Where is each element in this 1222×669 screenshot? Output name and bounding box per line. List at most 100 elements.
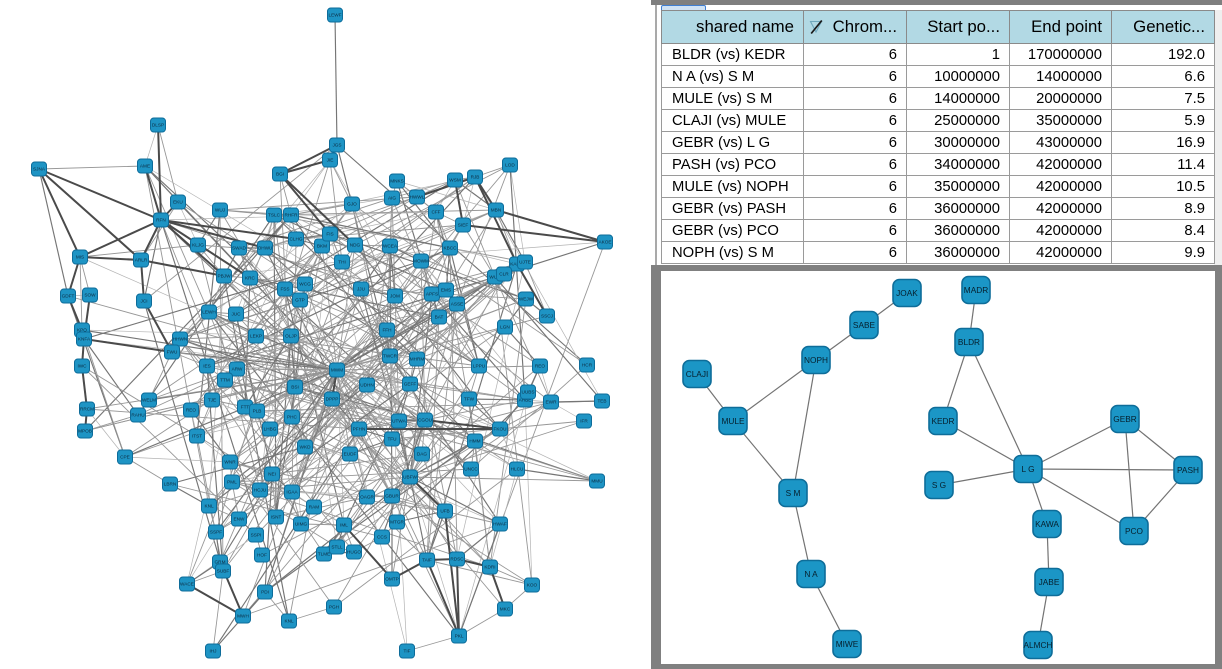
svg-text:JCI: JCI <box>140 299 147 304</box>
svg-text:UDHN: UDHN <box>360 383 374 388</box>
svg-text:STLL: STLL <box>331 545 343 550</box>
svg-text:RJB: RJB <box>471 175 480 180</box>
svg-text:CLHG: CLHG <box>289 237 302 242</box>
svg-text:RAM: RAM <box>309 505 320 510</box>
svg-text:FWU: FWU <box>167 350 178 355</box>
svg-text:PKL: PKL <box>455 634 464 639</box>
svg-text:DLSP: DLSP <box>152 123 164 128</box>
svg-text:LOD: LOD <box>505 163 515 168</box>
svg-text:MWM: MWM <box>331 368 343 373</box>
svg-text:MBN: MBN <box>491 208 501 213</box>
svg-text:PML: PML <box>227 480 237 485</box>
svg-text:OAGR: OAGR <box>360 495 374 500</box>
svg-text:HWAF: HWAF <box>493 522 507 527</box>
svg-text:PBJW: PBJW <box>217 274 231 279</box>
svg-text:KEDR: KEDR <box>931 416 954 426</box>
svg-text:LHBG: LHBG <box>264 427 277 432</box>
svg-text:IML: IML <box>340 523 348 528</box>
svg-text:AKOE: AKOE <box>598 240 611 245</box>
svg-text:HMM: HMM <box>469 439 480 444</box>
svg-text:LEKP: LEKP <box>250 334 262 339</box>
svg-text:DAG: DAG <box>417 452 428 457</box>
svg-text:SSPF: SSPF <box>210 530 222 535</box>
svg-text:MOWM: MOWM <box>413 259 429 264</box>
svg-text:LEWF: LEWF <box>328 13 341 18</box>
svg-text:MKC: MKC <box>500 607 511 612</box>
svg-text:FKOU: FKOU <box>493 427 507 432</box>
svg-text:SSPI: SSPI <box>251 533 262 538</box>
svg-text:GJO: GJO <box>347 202 357 207</box>
svg-text:KOO: KOO <box>527 583 538 588</box>
svg-text:HCR: HCR <box>582 363 593 368</box>
svg-text:S M: S M <box>786 488 801 498</box>
svg-text:CPE: CPE <box>120 455 130 460</box>
svg-text:RRCM: RRCM <box>80 407 94 412</box>
svg-text:WEJW: WEJW <box>519 297 534 302</box>
svg-text:HHWN: HHWN <box>173 337 188 342</box>
svg-text:PLB: PLB <box>253 409 262 414</box>
svg-text:NEI: NEI <box>268 472 276 477</box>
svg-text:IWC: IWC <box>77 364 87 369</box>
svg-text:GRM: GRM <box>215 560 226 565</box>
svg-text:AIG: AIG <box>388 196 396 201</box>
svg-text:SABE: SABE <box>853 320 876 330</box>
svg-text:LBRN: LBRN <box>164 482 177 487</box>
svg-text:KNFA: KNFA <box>78 337 91 342</box>
svg-text:L G: L G <box>1021 464 1034 474</box>
svg-text:PFHN: PFHN <box>353 427 366 432</box>
svg-text:UBFW: UBFW <box>403 475 417 480</box>
svg-text:BAT: BAT <box>435 315 444 320</box>
svg-text:UNCC: UNCC <box>464 467 478 472</box>
svg-text:TFW: TFW <box>464 397 475 402</box>
svg-text:AME: AME <box>140 164 150 169</box>
svg-text:IGAA: IGAA <box>286 490 298 495</box>
svg-text:KBCC: KBCC <box>443 246 457 251</box>
svg-text:OLJP: OLJP <box>285 334 297 339</box>
svg-text:LPPU: LPPU <box>473 364 486 369</box>
svg-text:APFS: APFS <box>426 292 438 297</box>
svg-text:GDFT: GDFT <box>62 294 75 299</box>
svg-text:IHJ: IHJ <box>209 649 216 654</box>
svg-text:JABE: JABE <box>1039 577 1060 587</box>
svg-text:TEB: TEB <box>597 399 606 404</box>
svg-text:TJE: TJE <box>208 398 216 403</box>
svg-text:MPOB: MPOB <box>78 429 92 434</box>
svg-text:WELM: WELM <box>142 398 156 403</box>
svg-text:UUBS: UUBS <box>521 390 534 395</box>
svg-text:HUGO: HUGO <box>347 550 361 555</box>
svg-text:CLAJI: CLAJI <box>686 369 709 379</box>
svg-text:MMU: MMU <box>591 479 603 484</box>
svg-text:THI: THI <box>338 260 346 265</box>
svg-text:EWR: EWR <box>546 400 558 405</box>
svg-text:TWCR: TWCR <box>383 354 398 359</box>
svg-text:JOAK: JOAK <box>896 288 918 298</box>
svg-text:ARLR: ARLR <box>135 258 148 263</box>
svg-text:MIWE: MIWE <box>836 639 859 649</box>
svg-text:JUC: JUC <box>231 312 241 317</box>
svg-text:UJTE: UJTE <box>519 260 531 265</box>
svg-text:BGI: BGI <box>276 172 284 177</box>
svg-text:SSCJ: SSCJ <box>541 314 553 319</box>
svg-text:RAHU: RAHU <box>131 413 145 418</box>
svg-text:JOM: JOM <box>390 294 400 299</box>
svg-text:KNL: KNL <box>204 504 214 509</box>
svg-text:RDSC: RDSC <box>450 557 464 562</box>
svg-text:UIMG: UIMG <box>295 522 308 527</box>
svg-text:FFH: FFH <box>382 328 391 333</box>
svg-text:UTWA: UTWA <box>392 419 406 424</box>
svg-text:MWH: MWH <box>237 614 249 619</box>
svg-text:GTP: GTP <box>295 298 305 303</box>
svg-text:MHRM: MHRM <box>410 357 425 362</box>
svg-text:PHC: PHC <box>287 415 298 420</box>
svg-text:KAWA: KAWA <box>1035 519 1059 529</box>
svg-text:FSS: FSS <box>280 287 289 292</box>
svg-text:PASH: PASH <box>1177 465 1199 475</box>
svg-text:ALMCH: ALMCH <box>1023 640 1052 650</box>
svg-text:WKD: WKD <box>300 445 312 450</box>
svg-text:JGS: JGS <box>332 143 341 148</box>
svg-text:JJU: JJU <box>357 287 366 292</box>
svg-text:OMTP: OMTP <box>385 577 399 582</box>
svg-text:REO: REO <box>186 408 197 413</box>
svg-text:BLDR: BLDR <box>958 337 980 347</box>
svg-text:GEBR: GEBR <box>1113 414 1137 424</box>
